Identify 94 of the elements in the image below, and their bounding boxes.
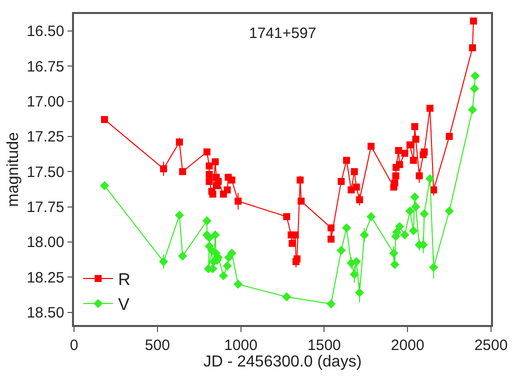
point [176, 138, 183, 146]
point [294, 255, 301, 262]
point [400, 230, 410, 240]
point [410, 192, 420, 202]
point [395, 147, 402, 154]
point [206, 162, 213, 170]
point [408, 226, 418, 236]
point [326, 299, 336, 308]
point [468, 44, 476, 52]
point [429, 262, 438, 272]
point [203, 148, 210, 156]
point [425, 174, 434, 184]
point [412, 136, 420, 143]
y-tick-label: 16.75 [26, 58, 64, 76]
y-axis-title: magnitude [5, 132, 22, 207]
point [224, 186, 231, 194]
point [355, 288, 364, 298]
x-tick-label: 0 [70, 336, 78, 354]
point [389, 248, 398, 258]
point [336, 246, 346, 255]
point [296, 176, 304, 184]
point [298, 198, 305, 205]
point [292, 231, 299, 238]
point [222, 261, 232, 270]
point [426, 104, 434, 112]
x-tick-label: 500 [144, 336, 170, 354]
point [360, 230, 369, 240]
point [406, 141, 414, 148]
legend-label: R [118, 270, 130, 290]
point [160, 165, 168, 172]
y-tick-label: 17.25 [26, 128, 64, 146]
point [179, 168, 186, 176]
point [209, 190, 216, 198]
point [356, 196, 364, 204]
point [401, 150, 408, 157]
point [206, 178, 213, 185]
point [405, 206, 414, 216]
point [338, 178, 345, 185]
x-tick-label: 2500 [474, 336, 508, 354]
point [210, 230, 220, 240]
point [470, 71, 480, 80]
point [411, 123, 418, 130]
point [218, 271, 228, 280]
point [391, 179, 398, 186]
point [214, 178, 222, 185]
point [396, 161, 404, 168]
point [468, 105, 478, 114]
point [342, 223, 352, 232]
y-tick-label: 18.50 [26, 304, 64, 322]
legend-label: V [118, 295, 130, 314]
point [416, 172, 423, 180]
point [392, 172, 400, 180]
point [202, 216, 212, 226]
point [178, 252, 188, 261]
point [234, 280, 243, 289]
point [420, 209, 429, 218]
y-tick-label: 17.75 [26, 199, 64, 216]
point [368, 142, 375, 150]
x-tick-label: 2000 [390, 336, 424, 354]
point [159, 257, 168, 266]
point [410, 156, 417, 164]
point [352, 184, 360, 191]
point [174, 210, 184, 220]
y-tick-label: 18.25 [26, 269, 64, 286]
point [328, 236, 335, 243]
point [366, 212, 376, 222]
point [100, 181, 110, 190]
point [282, 292, 292, 302]
point [470, 18, 477, 25]
point [234, 198, 242, 205]
point [101, 116, 108, 124]
y-tick-label: 18.00 [26, 234, 64, 252]
x-tick-label: 1500 [308, 336, 341, 354]
y-tick-label: 17.00 [26, 94, 64, 110]
text: 1741+597 [249, 25, 316, 42]
point [328, 224, 335, 232]
point [411, 202, 420, 212]
point [350, 270, 359, 279]
point [350, 168, 358, 176]
point [444, 206, 454, 216]
point [288, 240, 296, 247]
x-axis-title: JD - 2456300.0 (days) [203, 354, 362, 371]
point [283, 213, 290, 220]
point [470, 84, 480, 94]
point [420, 148, 428, 156]
y-tick-label: 16.50 [26, 23, 64, 40]
x-tick-label: 1000 [224, 336, 258, 354]
point [212, 158, 219, 166]
y-tick-label: 17.50 [26, 164, 64, 181]
point [395, 222, 404, 232]
point [343, 156, 350, 164]
point [206, 170, 213, 178]
point [228, 176, 236, 184]
point [446, 132, 453, 140]
